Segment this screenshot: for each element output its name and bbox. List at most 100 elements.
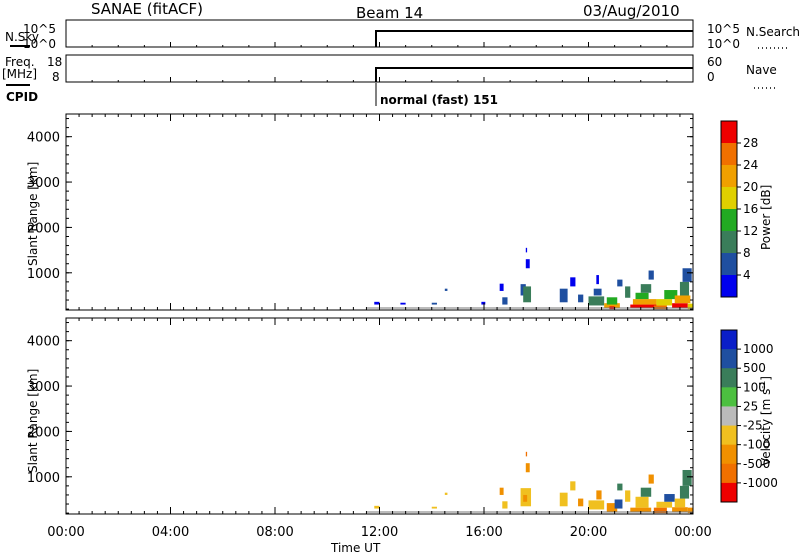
velocity-scatter-cell <box>687 507 693 514</box>
colorbar-swatch <box>721 165 737 188</box>
colorbar-tick-label: 100 <box>743 380 766 394</box>
nsearch-label: N.Search <box>746 25 800 39</box>
power-axis-ticks: 1000 2000 3000 4000 <box>27 114 694 310</box>
power-scatter-cell <box>640 284 652 293</box>
power-scatter-cell <box>570 277 576 287</box>
colorbar-tick-label: 4 <box>743 268 751 282</box>
power-scatter-cell <box>674 295 691 304</box>
colorbar-swatch <box>721 368 737 388</box>
colorbar-swatch <box>721 330 737 350</box>
power-scatter-cell <box>444 288 448 291</box>
colorbar-swatch <box>721 425 737 446</box>
power-scatter-cell <box>588 296 605 306</box>
colorbar-tick-label: -1000 <box>743 476 778 490</box>
power-scatter-cell <box>525 259 530 269</box>
velocity-scatter-cell <box>674 498 686 508</box>
power-scatter-cell <box>481 301 486 305</box>
nave-tick-top: 60 <box>707 55 722 69</box>
nsearch-tick-bottom: 10^0 <box>707 37 740 51</box>
velocity-colorbar-label-text: Velocity [m s <box>759 389 773 466</box>
power-scatter-cell <box>374 301 380 305</box>
colorbar-swatch <box>721 121 737 144</box>
time-tick-label: 16:00 <box>465 525 502 540</box>
y-tick-label: 4000 <box>27 335 60 350</box>
colorbar-tick-label: -500 <box>743 457 770 471</box>
colorbar-frame <box>720 329 738 503</box>
power-colorbar: 4 8 12 16 20 24 28 <box>720 120 758 298</box>
power-scatter-cell <box>559 288 568 303</box>
power-scatter-cell <box>596 275 599 285</box>
velocity-scatter-cell <box>679 485 690 499</box>
colorbar-swatch <box>721 253 737 276</box>
power-scatter-cell <box>578 294 584 303</box>
velocity-scatter-cell <box>672 507 688 513</box>
power-scatter-cell <box>656 299 673 306</box>
power-scatter-cell <box>499 283 504 291</box>
time-tick-label: 00:00 <box>674 525 711 540</box>
velocity-scatter-cell <box>635 496 649 508</box>
colorbar-tick-label: 8 <box>743 246 751 260</box>
velocity-scatter-cell <box>606 503 618 513</box>
velocity-scatter-cell <box>656 501 673 508</box>
velocity-scatter-cell <box>559 492 568 507</box>
colorbar-swatch <box>721 143 737 166</box>
velocity-scatter-cell <box>630 507 652 513</box>
nsky-tick-bottom: 10^0 <box>23 37 56 51</box>
beam-label: Beam 14 <box>356 4 423 22</box>
velocity-axis-ticks: 1000 2000 3000 4000 <box>27 318 694 514</box>
nsearch-tick-top: 10^5 <box>707 22 740 36</box>
power-scatter-cell <box>630 304 657 309</box>
colorbar-tick-label: 20 <box>743 180 758 194</box>
colorbar-swatch <box>721 349 737 369</box>
nave-tick-bottom: 0 <box>707 70 715 84</box>
nsky-label: N.Sky <box>5 30 39 44</box>
power-scatter-cell <box>672 303 688 309</box>
colorbar-tick-label: 28 <box>743 136 758 150</box>
power-scatter-cell <box>625 286 631 298</box>
velocity-scatter-cell <box>653 507 667 514</box>
y-tick-label: 2000 <box>27 425 60 440</box>
colorbar-swatch <box>721 187 737 210</box>
freq-label: Freq. <box>5 55 35 69</box>
velocity-scatter-cell <box>588 500 605 510</box>
velocity-scatter-cell <box>570 481 576 491</box>
velocity-panel-frame <box>65 317 694 515</box>
power-ylabel: Slant Range [km] <box>26 162 40 266</box>
power-scatter-cell <box>687 303 693 310</box>
colorbar-swatch <box>721 463 737 484</box>
freq-unit-label: [MHz] <box>2 67 37 81</box>
velocity-scatter-cell <box>374 505 380 509</box>
power-scatter-cell <box>653 305 667 310</box>
power-scatter-cell <box>431 302 437 305</box>
colorbar-swatch <box>721 275 737 298</box>
velocity-scatter-cell <box>502 501 508 509</box>
power-scatter-cell <box>682 268 692 282</box>
velocity-scatter-cell <box>525 463 530 473</box>
station-title: SANAE (fitACF) <box>91 0 203 18</box>
time-tick-label: 08:00 <box>256 525 293 540</box>
date-label: 03/Aug/2010 <box>583 2 680 20</box>
power-scatter-cell <box>664 290 678 300</box>
colorbar-tick-label: -100 <box>743 438 770 452</box>
velocity-colorbar-label-close: ] <box>759 376 773 381</box>
power-scatter-cell <box>648 270 654 280</box>
power-scatter-cell <box>525 247 528 253</box>
time-tick-label: 12:00 <box>361 525 398 540</box>
velocity-scatter-cell <box>648 474 654 484</box>
y-tick-label: 4000 <box>27 131 60 146</box>
velocity-scatter-cell <box>499 487 504 495</box>
velocity-scatter-cell <box>617 483 623 491</box>
velocity-scatter-cell <box>596 490 602 500</box>
y-tick-label: 1000 <box>27 471 60 486</box>
y-tick-label: 1000 <box>27 267 60 282</box>
colorbar-swatch <box>721 387 737 407</box>
velocity-colorbar: 1000 500 100 25 -25 -100 -500 -1000 <box>720 329 778 503</box>
power-colorbar-label: Power [dB] <box>759 185 773 250</box>
power-scatter-cell <box>617 279 623 287</box>
power-scatter-cell <box>604 303 620 308</box>
colorbar-tick-label: 24 <box>743 158 758 172</box>
power-scatter-cell <box>593 288 602 296</box>
velocity-scatter-cell <box>525 451 528 457</box>
y-tick-label: 3000 <box>27 176 60 191</box>
